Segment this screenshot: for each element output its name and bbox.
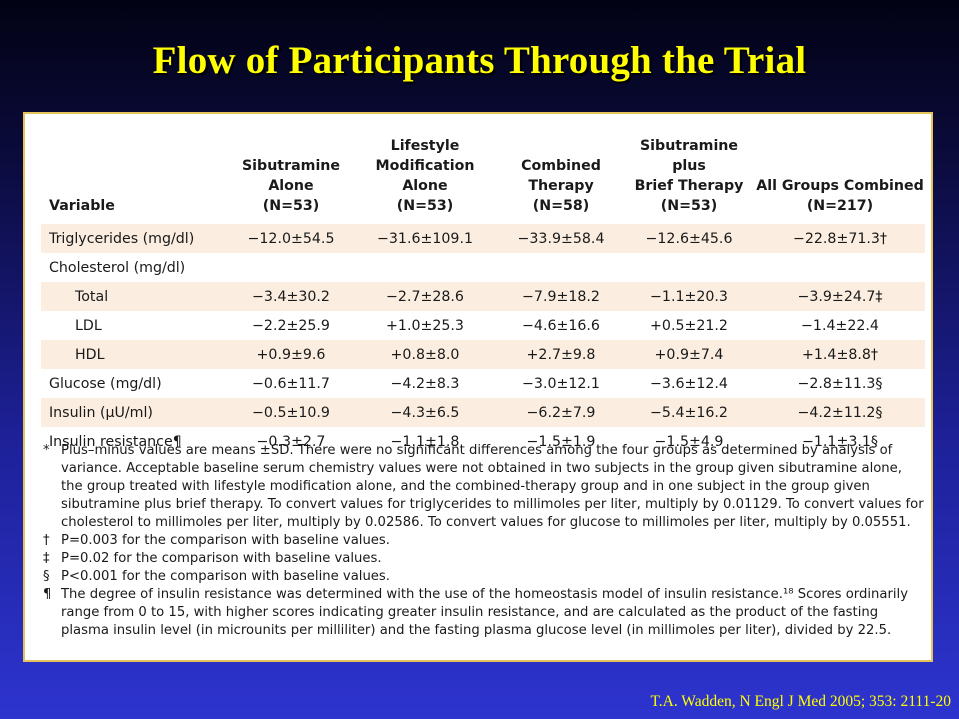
table-cell: −1.5±4.9	[654, 433, 724, 450]
column-header-variable: Variable	[49, 198, 115, 214]
column-header-all-groups: All Groups Combined (N=217)	[756, 178, 924, 214]
table-cell: −31.6±109.1	[351, 224, 499, 253]
table-cell: −3.0±12.1	[522, 375, 600, 392]
table-cell: −33.9±58.4	[499, 224, 623, 253]
footnote-symbol: §	[43, 569, 50, 584]
footnote-text: Plus–minus values are means ±SD. There w…	[61, 443, 924, 530]
table-cell	[231, 253, 351, 282]
table-cell: −1.1±20.3	[623, 282, 755, 311]
footnote-text: The degree of insulin resistance was det…	[61, 587, 909, 638]
footnote: ‡ P=0.02 for the comparison with baselin…	[41, 550, 925, 568]
footnote-symbol: ‡	[43, 551, 50, 566]
table-cell: −3.9±24.7‡	[755, 282, 925, 311]
table-cell: +0.9±9.6	[231, 340, 351, 369]
table-cell: +0.9±7.4	[623, 340, 755, 369]
footnote-text: P<0.001 for the comparison with baseline…	[61, 569, 390, 584]
table-cell: −1.1±3.1§	[802, 433, 878, 450]
table-cell: −3.4±30.2	[231, 282, 351, 311]
footnotes: * Plus–minus values are means ±SD. There…	[41, 442, 925, 640]
row-label: Cholesterol (mg/dl)	[49, 259, 186, 276]
column-header-lifestyle-modification: Lifestyle Modification Alone (N=53)	[375, 138, 475, 214]
table-cell	[351, 253, 499, 282]
table-cell: −1.4±22.4	[801, 317, 879, 334]
table-cell	[623, 253, 755, 282]
column-header-sibutramine-alone: Sibutramine Alone (N=53)	[241, 158, 341, 214]
table-cell: +2.7±9.8	[499, 340, 623, 369]
table-panel: Variable Sibutramine Alone (N=53) Lifest…	[23, 112, 933, 662]
footnote: * Plus–minus values are means ±SD. There…	[41, 442, 925, 532]
row-label: Triglycerides (mg/dl)	[41, 224, 231, 253]
table-row-hdl: HDL +0.9±9.6 +0.8±8.0 +2.7±9.8 +0.9±7.4 …	[41, 340, 925, 369]
footnote: § P<0.001 for the comparison with baseli…	[41, 568, 925, 586]
footnote-symbol: *	[43, 443, 50, 458]
column-header-sibutramine-plus-brief: Sibutramine plus Brief Therapy (N=53)	[634, 138, 744, 214]
table-cell: −1.1±1.8	[390, 433, 460, 450]
table-cell: −3.6±12.4	[650, 375, 728, 392]
results-table: Variable Sibutramine Alone (N=53) Lifest…	[41, 136, 925, 456]
table-cell: −1.5±1.9	[526, 433, 596, 450]
table-row-triglycerides: Triglycerides (mg/dl) −12.0±54.5 −31.6±1…	[41, 224, 925, 253]
table-cell: −2.7±28.6	[351, 282, 499, 311]
table-row-insulin: Insulin (μU/ml) −0.5±10.9 −4.3±6.5 −6.2±…	[41, 398, 925, 427]
row-label: Total	[41, 282, 231, 311]
row-label: Insulin resistance¶	[49, 433, 182, 450]
footnote: ¶ The degree of insulin resistance was d…	[41, 586, 925, 640]
footnote-symbol: ¶	[43, 587, 52, 602]
table-cell: −7.9±18.2	[499, 282, 623, 311]
citation: T.A. Wadden, N Engl J Med 2005; 353: 211…	[650, 693, 951, 710]
table-cell: −0.3±2.7	[256, 433, 326, 450]
table-row-total: Total −3.4±30.2 −2.7±28.6 −7.9±18.2 −1.1…	[41, 282, 925, 311]
table-cell: +1.4±8.8†	[755, 340, 925, 369]
table-cell: −4.2±11.2§	[755, 398, 925, 427]
slide-title: Flow of Participants Through the Trial	[152, 39, 807, 82]
footnote-text: P=0.003 for the comparison with baseline…	[61, 533, 390, 548]
table-cell: −5.4±16.2	[623, 398, 755, 427]
table-cell: −2.8±11.3§	[797, 375, 883, 392]
table-row-ldl: LDL −2.2±25.9 +1.0±25.3 −4.6±16.6 +0.5±2…	[41, 311, 925, 340]
table-cell: −4.6±16.6	[522, 317, 600, 334]
row-label: LDL	[75, 317, 102, 334]
table-cell: −0.5±10.9	[231, 398, 351, 427]
table-row-cholesterol: Cholesterol (mg/dl)	[41, 253, 925, 282]
table-cell: +0.5±21.2	[650, 317, 728, 334]
table-cell: +1.0±25.3	[386, 317, 464, 334]
table-row-insulin-resistance: Insulin resistance¶ −0.3±2.7 −1.1±1.8 −1…	[41, 427, 925, 456]
table-cell	[499, 253, 623, 282]
row-label: Insulin (μU/ml)	[41, 398, 231, 427]
table-header-row: Variable Sibutramine Alone (N=53) Lifest…	[41, 136, 925, 224]
row-label: HDL	[41, 340, 231, 369]
table-cell: −22.8±71.3†	[755, 224, 925, 253]
table-cell: +0.8±8.0	[351, 340, 499, 369]
column-header-combined-therapy: Combined Therapy (N=58)	[521, 158, 601, 214]
table-cell: −4.3±6.5	[351, 398, 499, 427]
table-row-glucose: Glucose (mg/dl) −0.6±11.7 −4.2±8.3 −3.0±…	[41, 369, 925, 398]
footnote-symbol: †	[43, 533, 50, 548]
table-cell: −4.2±8.3	[390, 375, 460, 392]
table-cell: −12.6±45.6	[623, 224, 755, 253]
table-cell: −12.0±54.5	[231, 224, 351, 253]
footnote: † P=0.003 for the comparison with baseli…	[41, 532, 925, 550]
table-cell: −2.2±25.9	[252, 317, 330, 334]
table-cell: −6.2±7.9	[499, 398, 623, 427]
table-cell: −0.6±11.7	[252, 375, 330, 392]
row-label: Glucose (mg/dl)	[49, 375, 162, 392]
table-cell	[755, 253, 925, 282]
footnote-text: P=0.02 for the comparison with baseline …	[61, 551, 382, 566]
